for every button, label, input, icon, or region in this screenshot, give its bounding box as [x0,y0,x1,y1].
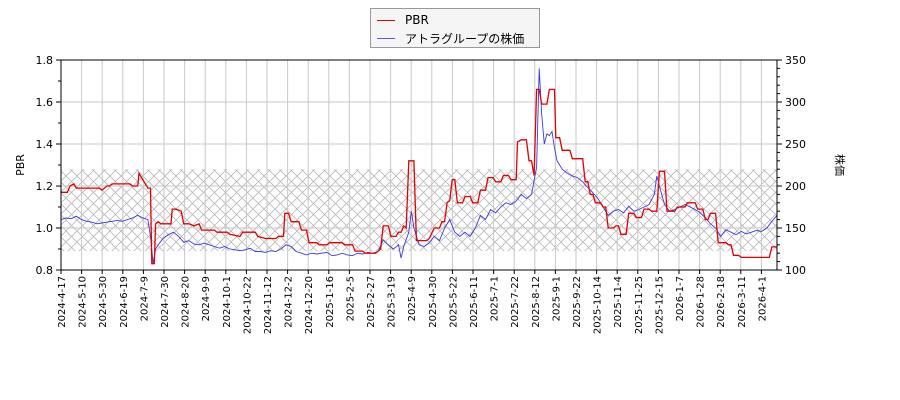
pbr-line [61,88,777,265]
x-tick-label: 2025-2-5 [345,276,356,321]
x-tick-label: 2025-4-9 [407,276,418,321]
x-tick-label: 2025-7-22 [510,276,521,328]
x-tick-label: 2024-12-2 [284,276,295,328]
y-tick-label: 1.0 [36,222,54,235]
x-axis: 2024-4-17 2024-5-10 2024-5-30 2024-6-19 2024… [57,270,768,334]
x-tick-label: 2025-11-4 [613,276,624,328]
x-tick-label: 2025-7-1 [490,276,501,321]
x-tick-label: 2025-8-12 [531,276,542,328]
x-tick-label: 2024-8-20 [181,276,192,328]
x-tick-label: 2024-11-12 [263,276,274,334]
legend-item-stock-price: アトラグループの株価 [377,29,524,47]
legend-label: PBR [405,13,429,27]
x-tick-label: 2026-1-28 [696,276,707,328]
x-tick-label: 2026-3-11 [737,276,748,328]
right-y-axis: 100 150 200 250 300 350 [777,54,806,277]
y2-tick-label: 150 [785,222,806,235]
x-tick-label: 2024-7-9 [139,276,150,321]
x-tick-label: 2026-2-18 [716,276,727,328]
x-tick-label: 2025-5-22 [448,276,459,328]
y-tick-label: 1.8 [36,54,54,67]
x-tick-label: 2024-10-1 [222,276,233,328]
x-tick-label: 2025-6-11 [469,276,480,328]
y2-tick-label: 350 [785,54,806,67]
x-tick-label: 2024-10-22 [242,276,253,334]
y-tick-label: 1.6 [36,96,54,109]
legend-swatch-blue-line-icon [377,37,395,39]
x-tick-label: 2024-6-19 [119,276,130,328]
series-lines [61,68,777,265]
y-tick-label: 0.8 [36,264,54,277]
x-tick-label: 2025-3-19 [387,276,398,328]
right-axis-title: 株価 [833,154,847,176]
x-tick-label: 2025-10-14 [593,276,604,334]
x-tick-label: 2024-5-30 [98,276,109,328]
stock-price-line [61,68,777,264]
legend-label: アトラグループの株価 [405,31,525,46]
x-tick-label: 2024-9-9 [201,276,212,321]
y2-tick-label: 100 [785,264,806,277]
left-y-axis: 0.8 1.0 1.2 1.4 1.6 1.8 [36,54,61,277]
x-tick-label: 2026-1-7 [675,276,686,321]
left-axis-title: PBR [14,154,27,176]
y2-tick-label: 250 [785,138,806,151]
x-tick-label: 2025-9-1 [551,276,562,321]
y-tick-label: 1.2 [36,180,54,193]
legend: PBR アトラグループの株価 [370,8,540,48]
x-tick-label: 2024-5-10 [78,276,89,328]
x-tick-label: 2024-12-20 [304,276,315,334]
legend-swatch-red-line-icon [377,19,395,21]
x-tick-label: 2026-4-1 [757,276,768,321]
y2-tick-label: 300 [785,96,806,109]
x-tick-label: 2024-4-17 [57,276,68,328]
x-tick-label: 2025-2-27 [366,276,377,328]
gridlines [61,60,777,270]
x-tick-label: 2025-9-22 [572,276,583,328]
x-tick-label: 2025-12-15 [654,276,665,334]
y-tick-label: 1.4 [36,138,54,151]
legend-item-pbr: PBR [377,11,429,29]
x-tick-label: 2025-4-30 [428,276,439,328]
y2-tick-label: 200 [785,180,806,193]
x-tick-label: 2025-1-16 [325,276,336,328]
hatched-band [61,169,777,252]
x-tick-label: 2025-11-25 [634,276,645,334]
x-tick-label: 2024-7-30 [160,276,171,328]
